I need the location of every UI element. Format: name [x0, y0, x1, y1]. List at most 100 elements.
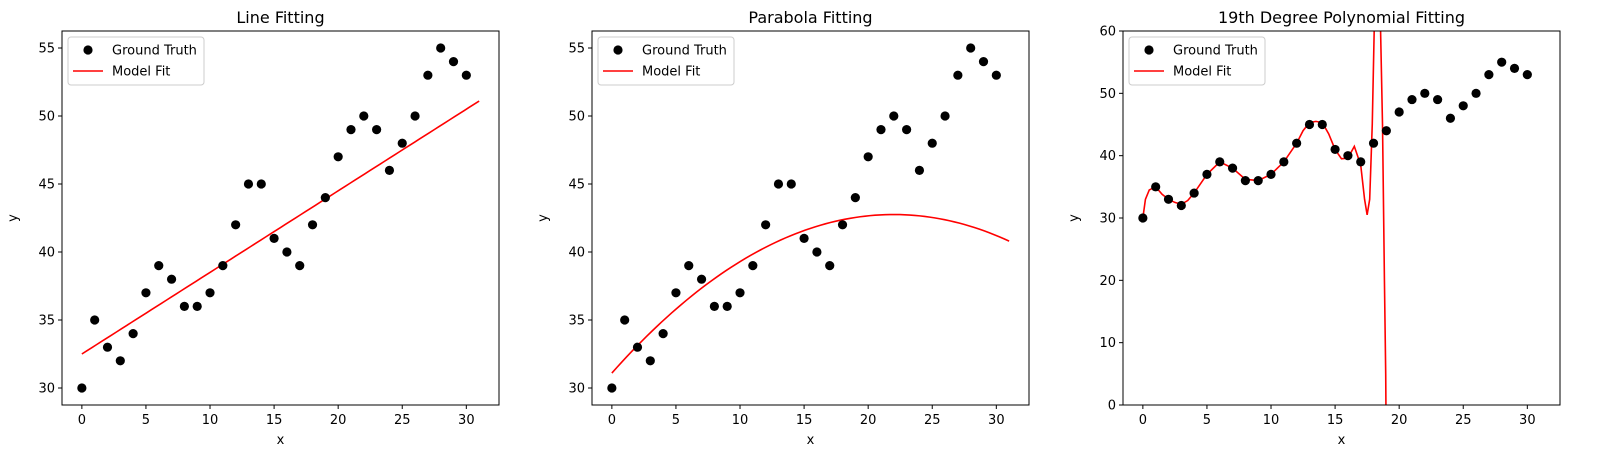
x-tick-label: 30: [1519, 413, 1536, 428]
ground-truth-point: [632, 342, 643, 352]
y-tick-label: 45: [568, 178, 585, 193]
legend-marker: [1144, 45, 1154, 55]
ground-truth-point: [863, 152, 873, 162]
ground-truth-point: [1279, 157, 1289, 167]
ground-truth-point: [1407, 94, 1417, 105]
model-fit-line: [611, 213, 1010, 374]
y-tick-label: 55: [38, 42, 55, 57]
ground-truth-point: [773, 179, 784, 189]
ground-truth-point: [991, 70, 1001, 80]
ground-truth-point: [346, 125, 356, 135]
ground-truth-point: [205, 288, 215, 298]
ground-truth-point: [102, 342, 113, 352]
ground-truth-point: [384, 165, 395, 175]
ground-truth-point: [1368, 138, 1379, 148]
ground-truth-point: [372, 125, 382, 135]
ground-truth-point: [876, 125, 886, 135]
legend-marker: [613, 45, 623, 55]
ground-truth-point: [243, 179, 254, 189]
x-tick-label: 20: [1391, 413, 1408, 428]
ground-truth-point: [696, 274, 707, 284]
subplot-1: Line Fitting 0 5 10 15 20 25 30 30 35 40 45 50 55 x y Gr…: [6, 8, 500, 448]
ground-truth-point: [1381, 126, 1391, 136]
ground-truth-point: [128, 329, 138, 339]
y-tick-label: 50: [568, 110, 585, 125]
y-tick-label: 35: [38, 314, 55, 329]
y-tick-label: 50: [1099, 87, 1116, 102]
ground-truth-point: [722, 301, 732, 311]
y-tick-label: 50: [38, 110, 55, 125]
legend-frame: [597, 36, 735, 86]
x-tick-label: 25: [924, 413, 941, 428]
ground-truth-point: [1292, 138, 1302, 148]
chart-title: 19th Degree Polynomial Fitting: [1218, 8, 1465, 27]
legend-label: Ground Truth: [112, 44, 197, 59]
legend: Ground Truth Model Fit: [67, 36, 205, 86]
ground-truth-point: [1253, 176, 1263, 186]
legend-label: Model Fit: [642, 65, 700, 80]
subplot-3: 19th Degree Polynomial Fitting 0 5 10 15 20 25…: [1067, 8, 1561, 448]
ground-truth-point: [436, 43, 446, 53]
x-tick-label: 30: [458, 413, 475, 428]
legend: Ground Truth Model Fit: [1128, 36, 1266, 86]
ground-truth-point: [231, 220, 241, 230]
plot-frame: [591, 30, 1030, 406]
ground-truth-point: [448, 57, 459, 67]
plot-frame: [61, 30, 500, 406]
legend-label: Ground Truth: [1173, 44, 1258, 59]
x-tick-label: 10: [1263, 413, 1280, 428]
ground-truth-point: [927, 138, 937, 148]
model-fit-line: [81, 100, 480, 355]
ground-truth-point: [256, 179, 266, 189]
ground-truth-point: [77, 383, 87, 393]
ground-truth-point: [115, 356, 125, 366]
x-tick-label: 30: [988, 413, 1005, 428]
x-tick-label: 0: [608, 413, 616, 428]
ground-truth-point: [1138, 213, 1148, 223]
ground-truth-point: [889, 111, 899, 121]
x-tick-label: 25: [1455, 413, 1472, 428]
x-tick-label: 15: [796, 413, 813, 428]
ground-truth-point: [1163, 194, 1174, 204]
ground-truth-point: [709, 301, 719, 311]
x-tick-label: 0: [1139, 413, 1147, 428]
ground-truth-point: [786, 179, 796, 189]
ground-truth-point: [1509, 63, 1520, 73]
x-tick-label: 5: [1203, 413, 1211, 428]
y-tick-label: 60: [1099, 25, 1116, 40]
ground-truth-point: [850, 193, 860, 203]
ground-truth-point: [333, 152, 343, 162]
ground-truth-point: [748, 261, 758, 271]
legend-label: Model Fit: [112, 65, 170, 80]
x-tick-label: 10: [202, 413, 219, 428]
ground-truth-point: [295, 261, 305, 271]
ground-truth-point: [282, 247, 292, 257]
ground-truth-point: [645, 356, 655, 366]
x-tick-label: 5: [672, 413, 680, 428]
x-axis-label: x: [807, 433, 815, 448]
ground-truth-point: [620, 315, 630, 325]
ground-truth-point: [1394, 107, 1404, 117]
x-tick-label: 15: [266, 413, 283, 428]
x-tick-label: 15: [1327, 413, 1344, 428]
ground-truth-point: [1176, 200, 1186, 211]
y-axis-label: y: [536, 214, 551, 222]
ground-truth-point: [1497, 57, 1507, 67]
ground-truth-point: [978, 57, 989, 67]
ground-truth-point: [837, 220, 848, 230]
x-tick-label: 20: [860, 413, 877, 428]
ground-truth-point: [799, 233, 809, 243]
legend-frame: [1128, 36, 1266, 86]
ground-truth-point: [940, 111, 950, 121]
ground-truth-point: [1458, 101, 1468, 111]
ground-truth-point: [1420, 88, 1430, 98]
legend-marker: [83, 45, 93, 55]
x-tick-label: 20: [330, 413, 347, 428]
ground-truth-point: [966, 43, 976, 53]
ground-truth-point: [1522, 70, 1532, 80]
y-tick-label: 55: [568, 42, 585, 57]
y-tick-label: 30: [38, 382, 55, 397]
ground-truth-point: [1356, 157, 1366, 167]
